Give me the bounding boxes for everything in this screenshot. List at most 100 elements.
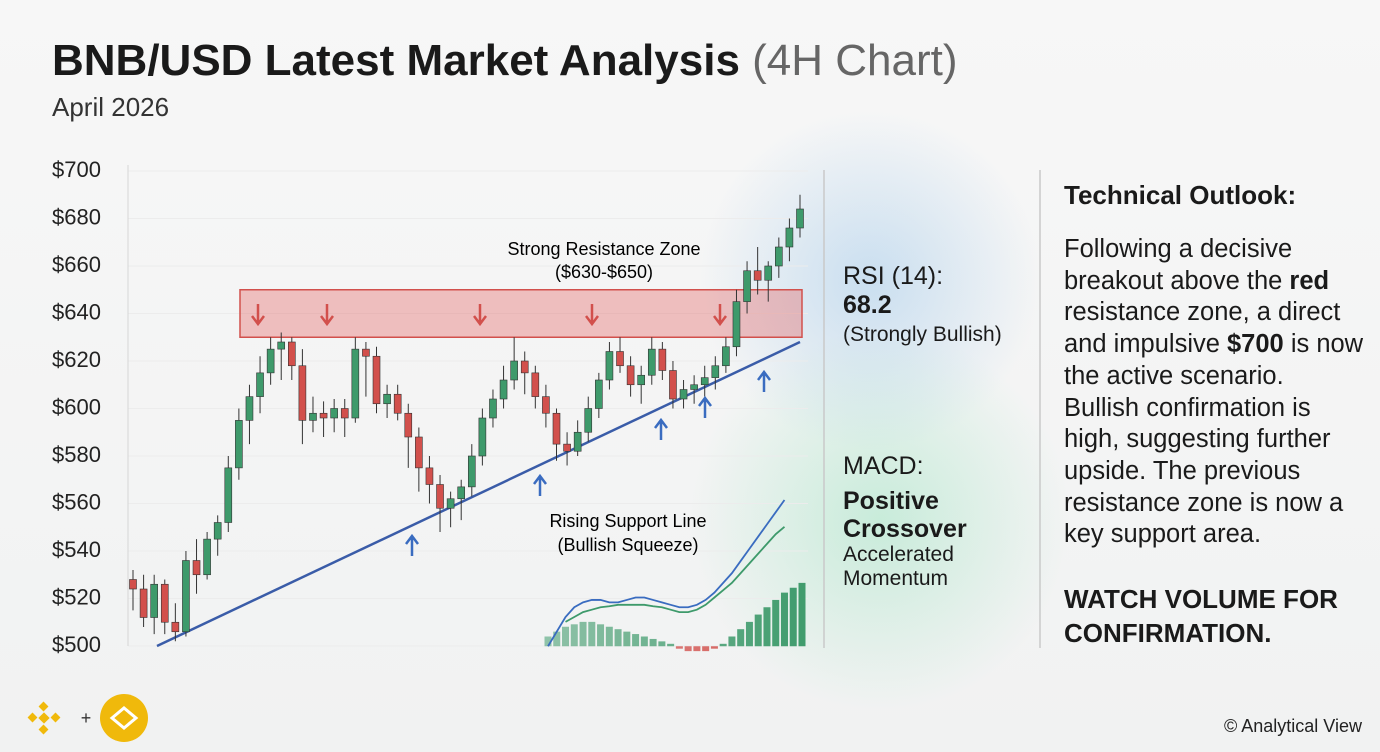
macd-bar — [763, 607, 771, 647]
macd-bar — [684, 646, 692, 652]
macd-bar — [754, 614, 762, 647]
candle-body — [203, 538, 211, 576]
macd-bar — [570, 624, 578, 647]
macd-bar — [605, 626, 613, 647]
y-tick-label: $520 — [52, 584, 101, 609]
candle-body — [393, 393, 402, 414]
candle-body — [520, 360, 529, 374]
candle-body — [605, 351, 614, 381]
macd-bar — [658, 641, 666, 647]
outlook-part: Following a decisive breakout above the — [1064, 235, 1293, 295]
y-tick-label: $680 — [52, 204, 101, 229]
macd-bar — [789, 587, 797, 647]
candle-body — [679, 389, 688, 400]
candle-body — [245, 396, 254, 421]
macd-bar — [772, 599, 780, 647]
candle-body — [595, 379, 603, 409]
candle-body — [425, 467, 434, 485]
candle-body — [690, 384, 698, 390]
title-suffix: (4H Chart) — [752, 36, 958, 85]
candle-body — [563, 443, 571, 452]
subtitle: April 2026 — [52, 92, 170, 122]
rsi-note: (Strongly Bullish) — [843, 323, 1002, 346]
annotation: Rising Support Line — [549, 511, 706, 531]
candle-body — [510, 360, 518, 381]
candle-body — [415, 436, 423, 469]
macd-bar — [632, 634, 640, 647]
annotation: ($630-$650) — [555, 262, 653, 282]
macd-bar — [588, 621, 596, 647]
candle-body — [499, 379, 508, 400]
candle-body — [753, 270, 762, 281]
macd-bar — [719, 643, 727, 647]
macd-bar — [693, 646, 701, 652]
y-tick-label: $580 — [52, 442, 101, 467]
candle-body — [160, 583, 169, 623]
macd-bar — [579, 621, 587, 647]
candle-body — [266, 348, 275, 374]
candle-body — [362, 348, 370, 357]
candle-body — [616, 351, 624, 367]
candle-body — [298, 365, 307, 421]
macd-bar — [710, 646, 718, 649]
annotation: (Bullish Squeeze) — [557, 535, 698, 555]
candle-body — [764, 265, 773, 281]
outlook-part: red — [1289, 266, 1330, 295]
outlook-text: Following a decisive breakout above the … — [1064, 234, 1364, 551]
candle-body — [277, 341, 286, 350]
candle-body — [139, 588, 148, 618]
y-tick-label: $600 — [52, 394, 101, 419]
candle-body — [489, 398, 497, 419]
macd-state: Crossover — [843, 515, 967, 543]
macd-line — [547, 499, 786, 647]
candle-body — [775, 246, 783, 267]
candle-body — [457, 486, 466, 500]
candle-body — [319, 412, 328, 419]
callout: WATCH VOLUME FOR CONFIRMATION. — [1064, 584, 1338, 648]
candle-body — [213, 522, 222, 540]
candle-body — [330, 408, 338, 419]
outlook-title: Technical Outlook: — [1064, 180, 1297, 210]
candle-body — [796, 208, 804, 229]
macd-bar — [553, 631, 561, 647]
candle-body — [785, 227, 794, 248]
macd-bar — [675, 646, 683, 649]
support-line — [156, 340, 801, 648]
y-tick-label: $660 — [52, 252, 101, 277]
candle-body — [700, 377, 709, 386]
macd-state: Positive — [843, 487, 939, 515]
y-tick-label: $540 — [52, 537, 101, 562]
candle-body — [383, 393, 391, 405]
candle-body — [224, 467, 233, 523]
candle-body — [288, 341, 296, 367]
title-wrap: BNB/USD Latest Market Analysis (4H Chart… — [52, 36, 958, 86]
macd-bar — [544, 636, 552, 647]
candle-body — [584, 408, 593, 433]
footer-credit: © Analytical View — [1224, 716, 1362, 736]
candle-body — [722, 346, 730, 367]
annotation: Strong Resistance Zone — [507, 239, 700, 259]
candle-body — [637, 374, 645, 386]
candle-body — [235, 420, 243, 469]
macd-bar — [728, 636, 736, 647]
resistance-zone — [239, 289, 803, 338]
candle-body — [182, 560, 190, 633]
outlook-part: $700 — [1227, 330, 1284, 359]
y-tick-label: $620 — [52, 347, 101, 372]
candle-body — [256, 372, 264, 397]
macd-note: Accelerated — [843, 543, 954, 566]
candle-body — [732, 301, 741, 348]
macd-line — [565, 526, 786, 623]
candle-body — [626, 365, 635, 386]
rsi-label: RSI (14): — [843, 262, 944, 290]
y-tick-label: $640 — [52, 299, 101, 324]
candle-body — [372, 355, 381, 405]
candle-body — [309, 412, 317, 421]
outlook-part: resistance zone, a direct and impulsive — [1064, 298, 1341, 359]
svg-text:+: + — [81, 708, 92, 728]
y-tick-label: $560 — [52, 489, 101, 514]
candle-body — [552, 412, 561, 445]
macd-bar — [640, 636, 648, 647]
